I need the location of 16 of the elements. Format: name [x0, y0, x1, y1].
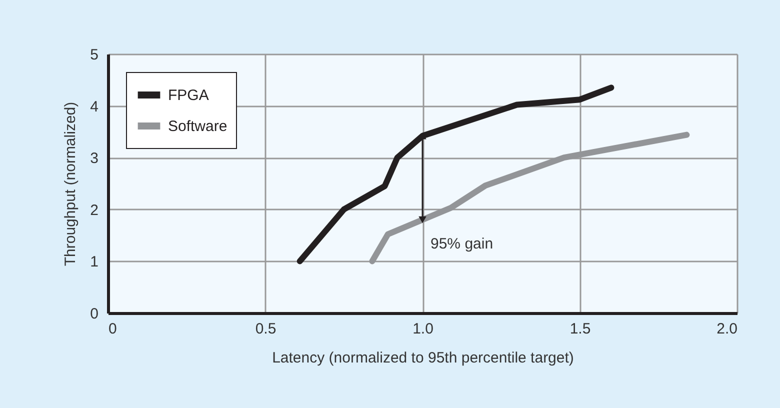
y-tick-label: 3	[90, 150, 98, 168]
y-tick-label: 2	[90, 202, 98, 219]
x-axis-title: Latency (normalized to 95th percentile target)	[272, 350, 574, 366]
x-tick-label: 2.0	[716, 320, 738, 338]
y-tick-label: 1	[90, 254, 98, 271]
y-axis-title: Throughput (normalized)	[62, 102, 80, 266]
x-tick-label: 1.5	[570, 320, 591, 338]
legend-label: FPGA	[168, 87, 209, 104]
y-tick-label: 0	[90, 306, 98, 322]
annotation: 95% gain	[430, 236, 494, 253]
legend-label: Software	[168, 118, 228, 135]
x-tick-label: 0.5	[255, 320, 276, 338]
y-tick-label: 4	[90, 98, 98, 116]
y-tick-label: 5	[90, 46, 98, 64]
x-tick-label: 1.0	[412, 320, 434, 338]
x-tick-label: 0	[108, 320, 117, 338]
